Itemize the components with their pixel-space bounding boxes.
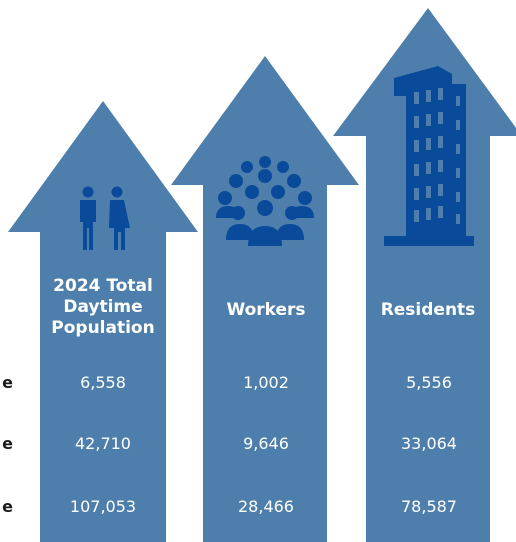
table-cell: 78,587 [401, 497, 457, 516]
column-header-residents: Residents [380, 300, 476, 320]
arrow-total-daytime-population [8, 101, 198, 542]
row-label: e [2, 373, 13, 392]
table-cell: 9,646 [243, 434, 289, 453]
table-cell: 28,466 [238, 497, 294, 516]
table-cell: 107,053 [69, 497, 137, 516]
column-header-total-daytime-population: 2024 Total Daytime Population [51, 276, 155, 338]
column-header-workers: Workers [226, 300, 306, 320]
building-icon [384, 66, 474, 246]
row-label: e [2, 497, 13, 516]
table-cell: 42,710 [75, 434, 131, 453]
arrow-workers [171, 56, 359, 542]
crowd-icon [216, 156, 314, 246]
table-cell: 5,556 [406, 373, 452, 392]
table-cell: 1,002 [243, 373, 289, 392]
row-label: e [2, 434, 13, 453]
people-pair-icon [80, 186, 130, 250]
table-cell: 6,558 [80, 373, 126, 392]
arrow-residents [333, 8, 516, 542]
table-cell: 33,064 [401, 434, 457, 453]
